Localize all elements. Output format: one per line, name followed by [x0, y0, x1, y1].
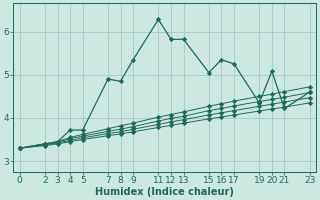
X-axis label: Humidex (Indice chaleur): Humidex (Indice chaleur)	[95, 187, 234, 197]
